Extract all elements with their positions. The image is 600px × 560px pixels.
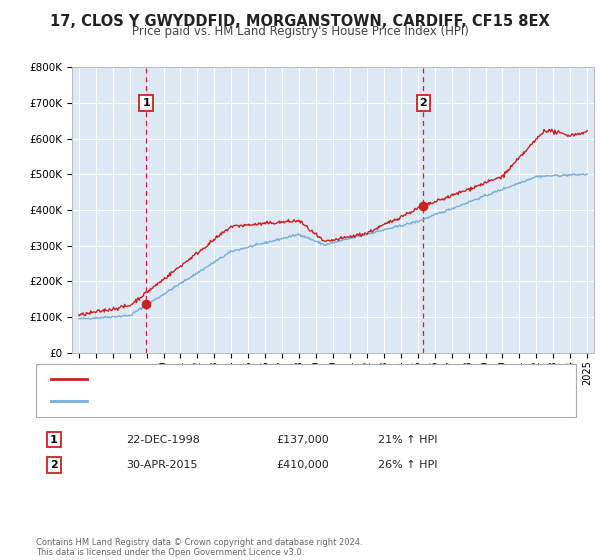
Text: 21% ↑ HPI: 21% ↑ HPI [378,435,437,445]
Text: 26% ↑ HPI: 26% ↑ HPI [378,460,437,470]
Text: 2: 2 [419,98,427,108]
Text: 1: 1 [142,98,150,108]
Text: 17, CLOS Y GWYDDFID, MORGANSTOWN, CARDIFF, CF15 8EX: 17, CLOS Y GWYDDFID, MORGANSTOWN, CARDIF… [50,14,550,29]
Text: 30-APR-2015: 30-APR-2015 [126,460,197,470]
Text: Contains HM Land Registry data © Crown copyright and database right 2024.
This d: Contains HM Land Registry data © Crown c… [36,538,362,557]
Text: Price paid vs. HM Land Registry's House Price Index (HPI): Price paid vs. HM Land Registry's House … [131,25,469,38]
Text: HPI: Average price, detached house, Cardiff: HPI: Average price, detached house, Card… [99,396,312,406]
Text: 22-DEC-1998: 22-DEC-1998 [126,435,200,445]
Text: £137,000: £137,000 [276,435,329,445]
Text: £410,000: £410,000 [276,460,329,470]
Text: 1: 1 [50,435,58,445]
Text: 17, CLOS Y GWYDDFID, MORGANSTOWN, CARDIFF, CF15 8EX (detached house): 17, CLOS Y GWYDDFID, MORGANSTOWN, CARDIF… [99,374,487,384]
Text: 2: 2 [50,460,58,470]
